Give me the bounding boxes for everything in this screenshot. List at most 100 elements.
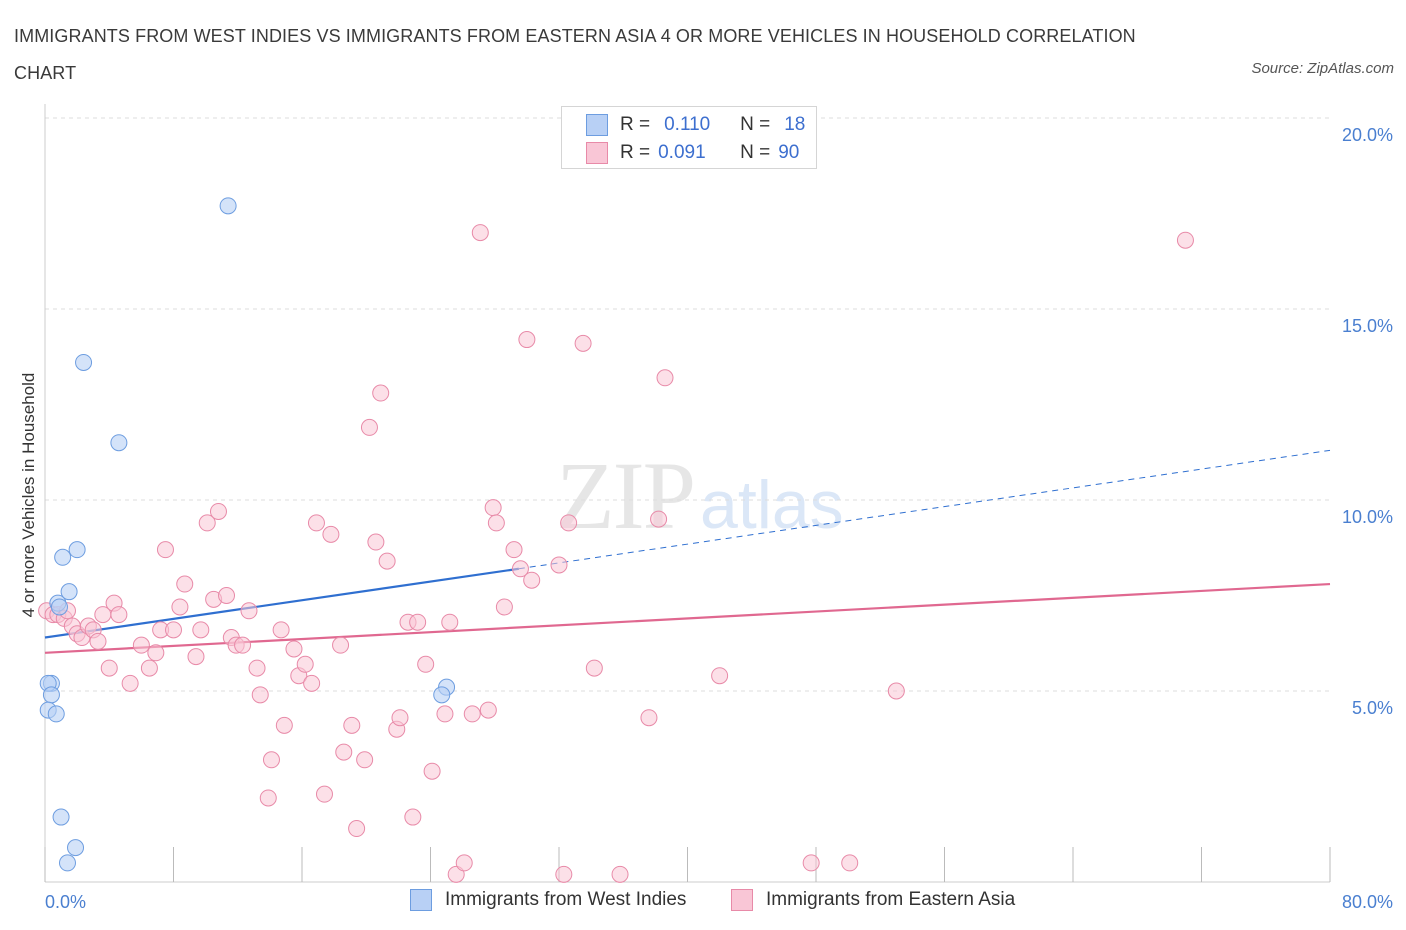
legend-swatch-west-indies	[586, 114, 608, 136]
data-point-west-indies	[75, 353, 93, 371]
data-point-eastern-asia	[285, 640, 303, 658]
data-point-eastern-asia	[471, 224, 489, 242]
trend-line-eastern-asia	[44, 582, 1331, 654]
data-point-west-indies	[433, 686, 451, 704]
grid-lines	[45, 117, 1330, 692]
data-point-west-indies	[58, 854, 76, 872]
series-legend: Immigrants from West Indies Immigrants f…	[0, 889, 1406, 915]
trend-line-west-indies-extension	[518, 449, 1331, 570]
data-point-eastern-asia	[165, 621, 182, 639]
chart-title: IMMIGRANTS FROM WEST INDIES VS IMMIGRANT…	[14, 26, 1136, 83]
series-swatch-eastern-asia	[731, 889, 753, 911]
data-point-eastern-asia	[218, 587, 236, 604]
data-point-eastern-asia	[198, 514, 216, 532]
data-point-eastern-asia	[307, 514, 325, 532]
y-tick-label: 5.0%	[1352, 698, 1393, 718]
data-point-eastern-asia	[560, 514, 578, 532]
data-point-eastern-asia	[234, 636, 252, 654]
data-point-eastern-asia	[574, 334, 592, 352]
legend-n-value: 90	[778, 142, 800, 163]
data-point-eastern-asia	[505, 541, 523, 559]
data-point-eastern-asia	[409, 613, 427, 631]
data-point-eastern-asia	[463, 705, 481, 723]
data-point-west-indies	[52, 808, 70, 826]
data-point-west-indies	[54, 548, 72, 566]
data-point-eastern-asia	[171, 598, 189, 616]
legend-r-value: 0.091	[658, 142, 706, 163]
eastern-asia-points	[38, 224, 1194, 883]
data-point-eastern-asia	[841, 854, 859, 872]
data-point-eastern-asia	[367, 533, 385, 551]
data-point-west-indies	[47, 705, 65, 723]
west-indies-points	[39, 197, 456, 872]
legend-n-label: N =	[740, 114, 771, 135]
series-legend-eastern-asia: Immigrants from Eastern Asia	[731, 889, 1015, 911]
data-point-eastern-asia	[303, 674, 321, 692]
data-point-eastern-asia	[487, 514, 505, 532]
data-point-eastern-asia	[251, 686, 269, 704]
tick-labels: 5.0% 10.0% 15.0% 20.0% 0.0% 80.0%	[45, 125, 1393, 912]
data-point-west-indies	[219, 197, 237, 215]
data-point-eastern-asia	[156, 541, 174, 559]
data-point-eastern-asia	[550, 556, 568, 574]
data-point-eastern-asia	[555, 865, 573, 883]
data-point-eastern-asia	[147, 644, 165, 662]
y-tick-label: 20.0%	[1342, 125, 1393, 145]
legend-row-west-indies: R = 0.110 N = 18	[586, 113, 805, 137]
data-point-west-indies	[50, 598, 68, 616]
trend-line-west-indies	[44, 567, 520, 639]
data-point-eastern-asia	[272, 621, 290, 639]
data-point-west-indies	[60, 583, 78, 601]
data-point-eastern-asia	[455, 854, 473, 872]
legend-row-eastern-asia: R = 0.091 N = 90	[586, 141, 799, 165]
x-tick-label: 0.0%	[45, 892, 86, 912]
data-point-eastern-asia	[132, 636, 150, 654]
y-tick-label: 15.0%	[1342, 316, 1393, 336]
data-point-eastern-asia	[378, 552, 396, 570]
data-point-eastern-asia	[495, 598, 513, 616]
data-point-eastern-asia	[275, 716, 293, 734]
data-point-eastern-asia	[391, 709, 409, 727]
data-point-eastern-asia	[262, 751, 280, 769]
data-point-eastern-asia	[240, 602, 258, 620]
legend-n-value: 18	[784, 114, 806, 135]
legend-r-label: R =	[620, 142, 651, 163]
watermark-atlas: atlas	[700, 467, 844, 543]
data-point-eastern-asia	[423, 762, 441, 780]
data-point-eastern-asia	[640, 709, 658, 727]
watermark-zip: ZIP	[556, 442, 696, 549]
data-point-eastern-asia	[479, 701, 497, 719]
data-point-eastern-asia	[209, 502, 227, 520]
data-point-eastern-asia	[348, 820, 366, 838]
legend-r-value: 0.110	[664, 114, 711, 135]
series-name-west-indies: Immigrants from West Indies	[445, 889, 687, 910]
source-label: Source: ZipAtlas.com	[1251, 60, 1394, 77]
data-point-eastern-asia	[404, 808, 422, 826]
data-point-west-indies	[68, 541, 86, 559]
data-point-eastern-asia	[110, 606, 128, 624]
data-point-eastern-asia	[140, 659, 158, 677]
data-point-eastern-asia	[296, 655, 314, 673]
data-point-eastern-asia	[417, 655, 435, 673]
legend: R = 0.110 N = 18 R = 0.091 N = 90	[561, 106, 817, 169]
data-point-eastern-asia	[248, 659, 266, 677]
data-point-eastern-asia	[335, 743, 353, 761]
data-point-eastern-asia	[356, 751, 374, 769]
x-tick-label: 80.0%	[1342, 892, 1393, 912]
axes	[44, 104, 1331, 883]
data-point-eastern-asia	[187, 648, 205, 666]
data-point-eastern-asia	[511, 560, 529, 578]
trend-lines	[44, 449, 1331, 654]
data-point-eastern-asia	[100, 659, 118, 677]
data-point-eastern-asia	[484, 499, 502, 517]
data-point-eastern-asia	[332, 636, 350, 654]
data-point-eastern-asia	[192, 621, 210, 639]
legend-r-label: R =	[620, 114, 651, 135]
legend-swatch-eastern-asia	[586, 142, 608, 164]
data-point-eastern-asia	[518, 331, 536, 349]
data-point-eastern-asia	[343, 716, 361, 734]
data-point-eastern-asia	[436, 705, 454, 723]
data-point-eastern-asia	[711, 667, 729, 685]
data-point-eastern-asia	[441, 613, 459, 631]
data-point-eastern-asia	[360, 418, 378, 436]
